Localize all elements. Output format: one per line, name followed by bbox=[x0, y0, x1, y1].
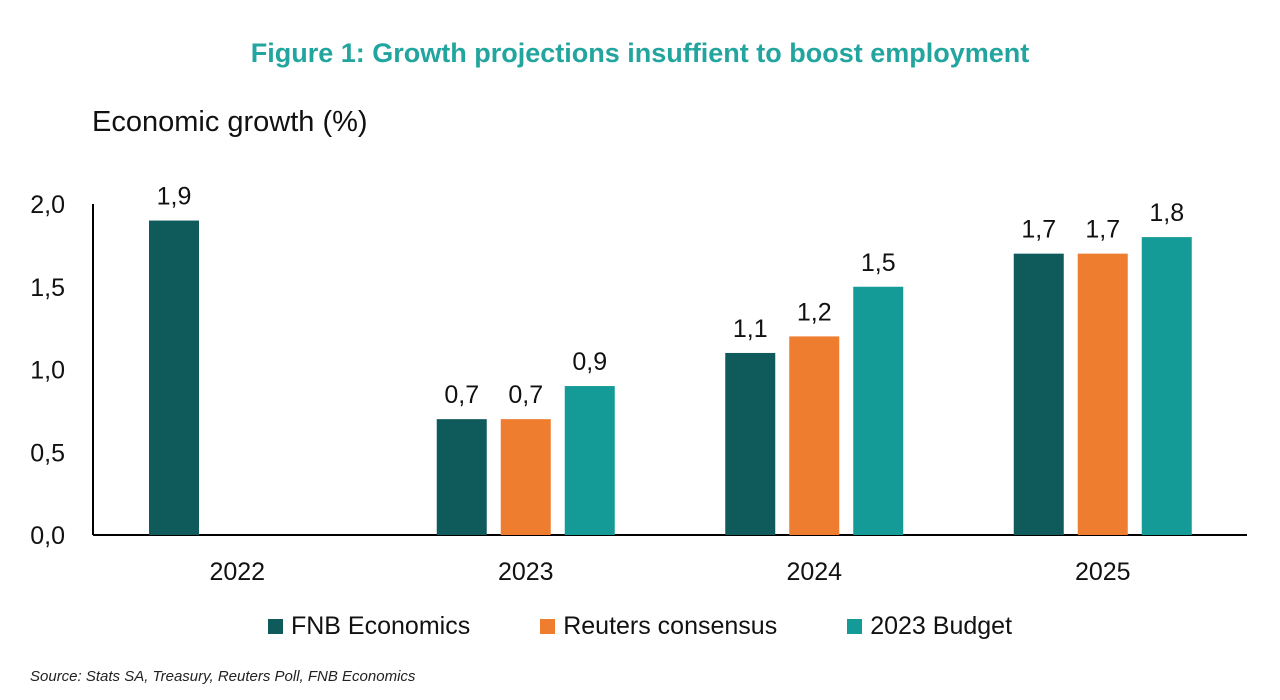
x-tick-label: 2023 bbox=[498, 558, 554, 586]
y-tick-label: 0,5 bbox=[30, 439, 65, 467]
legend-item-fnb: FNB Economics bbox=[267, 612, 471, 641]
bar bbox=[564, 386, 615, 535]
bar bbox=[1077, 253, 1128, 535]
legend-label-budget: 2023 Budget bbox=[870, 612, 1013, 640]
x-tick-label: 2025 bbox=[1075, 558, 1131, 586]
x-tick-label: 2022 bbox=[209, 558, 265, 586]
y-tick-label: 2,0 bbox=[30, 191, 65, 219]
data-label: 1,9 bbox=[157, 183, 192, 211]
y-tick-label: 0,0 bbox=[30, 522, 65, 550]
bar bbox=[1013, 253, 1064, 535]
bar bbox=[1141, 237, 1192, 535]
legend-label-fnb: FNB Economics bbox=[290, 612, 471, 640]
x-tick-label: 2024 bbox=[786, 558, 842, 586]
bar bbox=[789, 336, 840, 535]
data-label: 0,7 bbox=[444, 381, 479, 409]
data-label: 1,5 bbox=[861, 249, 896, 277]
bar bbox=[149, 220, 199, 536]
data-label: 0,7 bbox=[508, 381, 543, 409]
source-note: Source: Stats SA, Treasury, Reuters Poll… bbox=[30, 668, 416, 685]
legend-item-reuters: Reuters consensus bbox=[540, 612, 777, 641]
legend: FNB Economics Reuters consensus 2023 Bud… bbox=[0, 612, 1280, 641]
legend-swatch-budget bbox=[847, 619, 863, 634]
legend-swatch-reuters bbox=[540, 619, 556, 634]
data-label: 1,7 bbox=[1021, 216, 1056, 244]
legend-item-budget: 2023 Budget bbox=[847, 612, 1012, 641]
bar bbox=[436, 419, 487, 535]
y-tick-label: 1,0 bbox=[30, 357, 65, 385]
bar bbox=[725, 352, 776, 535]
data-label: 1,1 bbox=[733, 315, 768, 343]
bar bbox=[853, 286, 904, 535]
y-tick-label: 1,5 bbox=[30, 274, 65, 302]
bar bbox=[500, 419, 551, 535]
chart-title: Figure 1: Growth projections insuffient … bbox=[250, 38, 1030, 68]
data-label: 1,8 bbox=[1149, 199, 1184, 227]
data-label: 1,7 bbox=[1085, 216, 1120, 244]
legend-swatch-fnb bbox=[267, 619, 283, 634]
legend-label-reuters: Reuters consensus bbox=[563, 612, 778, 640]
bar-chart: 0,0 0,5 1,0 1,5 2,0 2022 1,9 2023 0,7 0,7 0,9 2024 1… bbox=[30, 183, 1247, 586]
y-axis-label: Economic growth (%) bbox=[92, 106, 368, 138]
data-label: 1,2 bbox=[797, 298, 832, 326]
data-label: 0,9 bbox=[572, 348, 607, 376]
